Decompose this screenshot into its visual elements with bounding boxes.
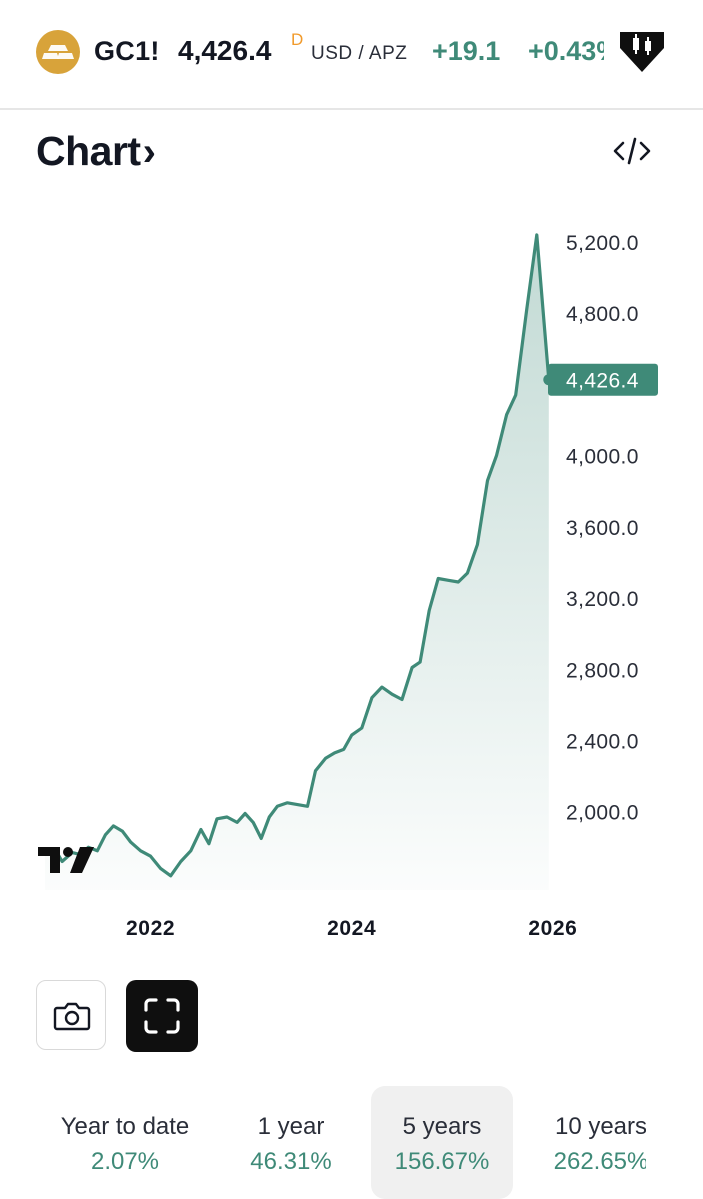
chart-title-link[interactable]: Chart›: [36, 128, 156, 175]
y-tick-label: 3,600.0: [566, 517, 639, 540]
period-label: 1 year: [257, 1113, 325, 1140]
delayed-flag: D: [291, 30, 304, 49]
series-line: [43, 233, 551, 878]
y-tick-label: 2,400.0: [566, 731, 639, 754]
last-value-box: [548, 363, 658, 396]
period-label: Year to date: [60, 1113, 190, 1140]
period-value: 2.07%: [90, 1148, 160, 1175]
last-price: 4,426.4: [178, 35, 272, 66]
chart-canvas: 2,000.0 2,400.0 2,800.0 3,200.0 3,600.0 4,000…: [43, 232, 658, 940]
tradingview-logo-icon: [38, 845, 94, 875]
period-value: 156.67%: [394, 1148, 490, 1175]
symbol-header: GC1! 4,426.4 D USD / APZ +19.1 +0.43%: [0, 0, 703, 110]
chart-title: Chart: [36, 128, 141, 174]
x-tick-label: 2024: [327, 917, 376, 940]
y-tick-label: 4,000.0: [566, 446, 639, 469]
x-tick-label: 2022: [126, 917, 175, 940]
symbol-ticker[interactable]: GC1!: [94, 36, 160, 66]
y-tick-label: 2,000.0: [566, 802, 639, 825]
period-10y[interactable]: 10 years 262.65%: [528, 1086, 646, 1199]
y-tick-label: 3,200.0: [566, 588, 639, 611]
snapshot-button[interactable]: [36, 980, 106, 1050]
embed-code-icon[interactable]: [610, 134, 654, 168]
y-tick-label: 4,800.0: [566, 303, 639, 326]
x-tick-label: 2026: [528, 917, 577, 940]
price-chart[interactable]: 2,000.0 2,400.0 2,800.0 3,200.0 3,600.0 4,000…: [0, 190, 703, 960]
price-change-percent: +0.43%: [528, 36, 604, 66]
area-fill: [45, 234, 549, 890]
period-value: 262.65%: [553, 1148, 646, 1175]
period-value: 46.31%: [250, 1148, 332, 1175]
period-label: 10 years: [554, 1113, 646, 1140]
last-value-label: 4,426.4: [566, 370, 639, 393]
y-tick-label: 5,200.0: [566, 232, 639, 255]
candles-badge-icon[interactable]: [616, 28, 668, 74]
period-ytd[interactable]: Year to date 2.07%: [36, 1086, 214, 1199]
currency-label: USD / APZ: [311, 43, 408, 64]
camera-icon: [53, 1002, 91, 1031]
period-5y[interactable]: 5 years 156.67%: [371, 1086, 513, 1199]
y-tick-label: 2,800.0: [566, 659, 639, 682]
chevron-right-icon: ›: [142, 130, 156, 174]
gold-bars-icon: [36, 30, 80, 74]
performance-periods: Year to date 2.07% 1 year 46.31% 5 years…: [36, 1086, 646, 1199]
price-change: +19.1: [432, 36, 501, 66]
period-label: 5 years: [402, 1113, 482, 1140]
fullscreen-icon: [144, 998, 180, 1034]
period-1y[interactable]: 1 year 46.31%: [221, 1086, 361, 1199]
fullscreen-button[interactable]: [126, 980, 198, 1052]
